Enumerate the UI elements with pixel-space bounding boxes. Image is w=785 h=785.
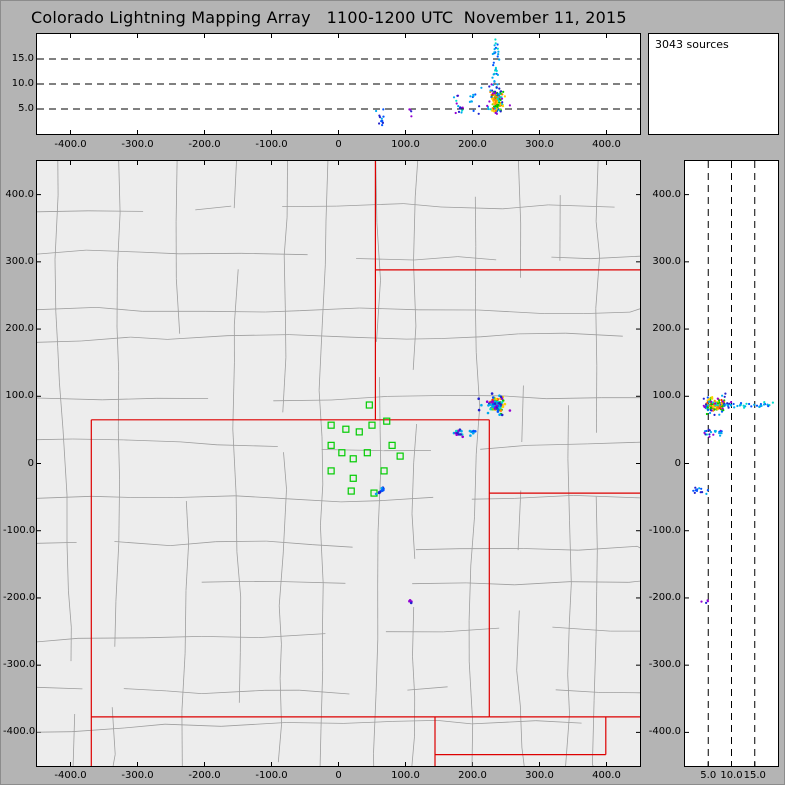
map-ew-tick-label: 400.0 xyxy=(592,770,621,781)
top-alt-tick-label: 5.0 xyxy=(18,103,34,114)
top-ew-tick-label: -400.0 xyxy=(54,139,87,150)
right-ns-tick-label: 200.0 xyxy=(652,323,681,335)
plan-view-map xyxy=(37,161,640,766)
map-ew-tick-label: 200.0 xyxy=(458,770,487,781)
right-ns-tick-label: 300.0 xyxy=(652,255,681,267)
map-ns-tick-label: 0 xyxy=(27,457,34,469)
map-ns-tick-label: 400.0 xyxy=(5,188,34,200)
right-ns-tick-label: -300.0 xyxy=(648,659,681,671)
top-ew-tick-label: 400.0 xyxy=(592,139,621,150)
top-ew-tick-label: -100.0 xyxy=(255,139,288,150)
right-alt-tick-label: 10.0 xyxy=(720,770,743,781)
ew-altitude-plot xyxy=(37,34,640,134)
map-ew-tick-label: 0 xyxy=(335,770,342,781)
map-ns-tick-label: 100.0 xyxy=(5,390,34,402)
right-ns-tick-label: 100.0 xyxy=(652,390,681,402)
top-ew-tick-label: 0 xyxy=(335,139,342,150)
map-ns-tick-label: -400.0 xyxy=(3,726,36,738)
map-ns-tick-label: 200.0 xyxy=(5,323,34,335)
right-ns-tick-label: -100.0 xyxy=(648,524,681,536)
map-ew-tick-label: -400.0 xyxy=(54,770,87,781)
ns-altitude-plot xyxy=(685,161,774,766)
map-ew-tick-label: -100.0 xyxy=(255,770,288,781)
top-alt-tick-label: 10.0 xyxy=(11,78,34,89)
top-ew-tick-label: -200.0 xyxy=(188,139,221,150)
map-ns-tick-label: 300.0 xyxy=(5,255,34,267)
right-alt-tick-label: 5.0 xyxy=(700,770,717,781)
top-alt-tick-label: 15.0 xyxy=(11,53,34,64)
top-ew-tick-label: -300.0 xyxy=(121,139,154,150)
top-ew-tick-label: 100.0 xyxy=(391,139,420,150)
page-title: Colorado Lightning Mapping Array 1100-12… xyxy=(31,8,627,27)
right-alt-tick-label: 15.0 xyxy=(743,770,766,781)
top-ew-tick-label: 200.0 xyxy=(458,139,487,150)
map-ns-tick-label: -300.0 xyxy=(3,659,36,671)
map-ew-tick-label: -200.0 xyxy=(188,770,221,781)
sources-panel: 3043 sources xyxy=(648,33,779,135)
top-ew-tick-label: 300.0 xyxy=(525,139,554,150)
map-panel xyxy=(36,160,641,767)
sources-count-label: 3043 sources xyxy=(655,38,729,51)
map-ew-tick-label: 300.0 xyxy=(525,770,554,781)
map-ns-tick-label: -200.0 xyxy=(3,591,36,603)
right-ns-tick-label: 0 xyxy=(674,457,681,469)
altitude-ns-panel xyxy=(684,160,779,767)
map-ns-tick-label: -100.0 xyxy=(3,524,36,536)
map-ew-tick-label: -300.0 xyxy=(121,770,154,781)
map-ew-tick-label: 100.0 xyxy=(391,770,420,781)
altitude-ew-panel xyxy=(36,33,641,135)
right-ns-tick-label: -400.0 xyxy=(648,726,681,738)
right-ns-tick-label: -200.0 xyxy=(648,591,681,603)
right-ns-tick-label: 400.0 xyxy=(652,188,681,200)
